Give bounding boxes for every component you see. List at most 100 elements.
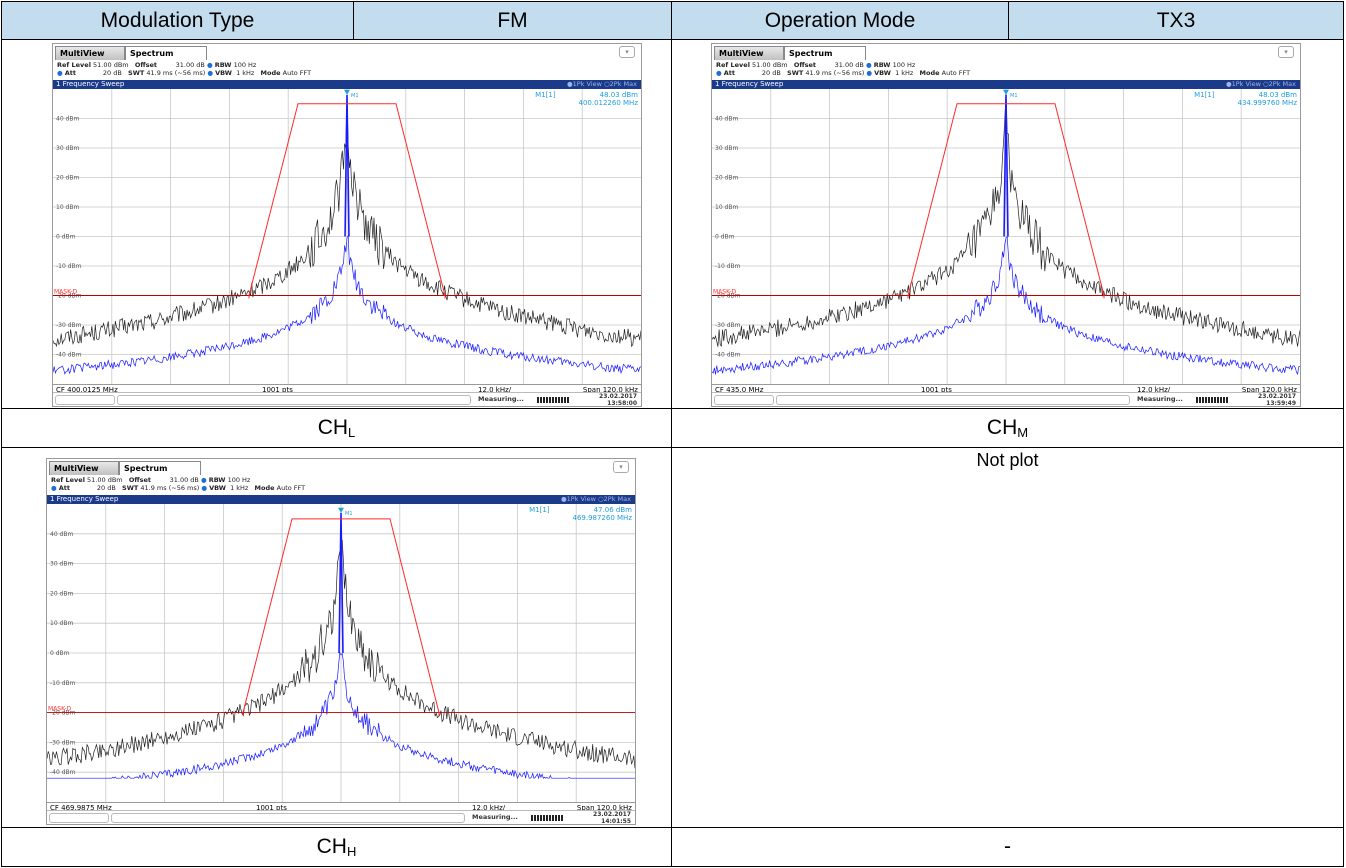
swt-label: SWT: [787, 69, 804, 77]
analyzer-screenshot: MultiView Spectrum ▾ Ref Level 51.00 dBm…: [52, 43, 642, 407]
mode-label: Mode: [254, 484, 275, 492]
progress-indicator: [531, 815, 563, 821]
tab-multiview[interactable]: MultiView: [55, 46, 125, 60]
measuring-text: Measuring...: [1137, 395, 1183, 403]
trace-pk-max: [52, 234, 642, 375]
date: 23.02.2017: [593, 811, 631, 818]
sweep-title-bar: 1 Frequency Sweep ●1Pk View ○2Pk Max: [712, 80, 1300, 89]
y-tick-label: -20 dBm: [715, 293, 741, 300]
time: 13:59:49: [1266, 400, 1296, 407]
y-tick-label: 30 dBm: [715, 145, 738, 152]
mode-label: Mode: [919, 69, 940, 77]
timestamp: 23.02.2017 13:58:00: [599, 393, 637, 407]
analyzer-screenshot: MultiView Spectrum ▾ Ref Level 51.00 dBm…: [46, 458, 636, 825]
y-tick-label: -30 dBm: [715, 322, 741, 329]
sweep-title: 1 Frequency Sweep: [50, 495, 119, 503]
modulation-type-value: FM: [353, 1, 672, 40]
att-label: Att: [723, 69, 735, 77]
mask-label: MASK-D: [54, 289, 78, 296]
status-field-wide: [117, 395, 471, 405]
swt-label: SWT: [122, 484, 139, 492]
caption-main: CH: [986, 416, 1018, 439]
caption-ch-h: CH H: [1, 827, 672, 867]
points-count: 1001 pts: [921, 386, 952, 394]
y-tick-label: 0 dBm: [56, 234, 76, 241]
offset-value: 31.00 dB: [175, 61, 205, 69]
swt-value: 41.9 ms (~56 ms): [146, 69, 206, 77]
operation-mode-label: Operation Mode: [671, 1, 1009, 40]
y-tick-label: -40 dBm: [50, 769, 76, 776]
not-plot-cell: Not plot: [671, 447, 1344, 828]
caption-main: CH: [317, 416, 349, 439]
time: 14:01:55: [601, 818, 631, 825]
y-tick-label: 0 dBm: [50, 650, 70, 657]
marker-level: 48.03 dBm: [1259, 91, 1298, 99]
mask-label: MASK-D: [48, 706, 72, 713]
vbw-value: 1 kHz: [230, 484, 249, 492]
y-tick-label: -10 dBm: [56, 263, 82, 270]
offset-value: 31.00 dB: [169, 476, 199, 484]
tab-multiview[interactable]: MultiView: [714, 46, 784, 60]
tab-spectrum[interactable]: Spectrum: [784, 46, 866, 60]
progress-indicator: [537, 397, 569, 403]
att-value: 20 dB: [102, 69, 122, 77]
status-field-wide: [776, 395, 1130, 405]
trace-pk-max: [711, 235, 1301, 375]
ref-level-label: Ref Level: [57, 61, 91, 69]
vbw-label: VBW: [215, 69, 232, 77]
division-width: 12.0 kHz/: [1137, 386, 1171, 394]
progress-indicator: [1196, 397, 1228, 403]
ref-level-label: Ref Level: [716, 61, 750, 69]
caption-main: CH: [316, 835, 347, 858]
y-tick-label: 30 dBm: [50, 561, 73, 568]
mode-value: Auto FFT: [276, 484, 306, 492]
rbw-label: RBW: [873, 61, 891, 69]
mode-value: Auto FFT: [941, 69, 971, 77]
y-tick-label: 20 dBm: [56, 175, 79, 182]
carrier-peak: [344, 94, 350, 237]
timestamp: 23.02.2017 13:59:49: [1258, 393, 1296, 407]
spectrum-plot-svg: 40 dBm 30 dBm 20 dBm 10 dBm 0 dBm -10 dBm -20 …: [46, 504, 636, 802]
tab-spectrum[interactable]: Spectrum: [125, 46, 207, 60]
time: 13:58:00: [607, 400, 637, 407]
marker-tag: M1: [1010, 93, 1018, 99]
y-tick-label: -20 dBm: [50, 710, 76, 717]
offset-label: Offset: [134, 61, 157, 69]
mask-label: MASK-D: [713, 289, 737, 296]
y-tick-label: 10 dBm: [50, 620, 73, 627]
y-tick-label: 0 dBm: [715, 234, 735, 241]
sweep-title: 1 Frequency Sweep: [56, 80, 125, 88]
status-bar: Measuring... 23.02.2017 13:58:00: [53, 392, 641, 407]
marker-tag: M1: [345, 511, 353, 517]
modulation-type-label: Modulation Type: [1, 1, 354, 40]
tab-multiview[interactable]: MultiView: [49, 461, 119, 475]
swt-label: SWT: [128, 69, 145, 77]
offset-label: Offset: [128, 476, 151, 484]
chevron-down-icon[interactable]: ▾: [613, 461, 629, 473]
spectrum-plot-svg: 40 dBm 30 dBm 20 dBm 10 dBm 0 dBm -10 dBm -20 …: [52, 89, 642, 384]
axis-info-row: CF 435.0 MHz 1001 pts 12.0 kHz/ Span 120…: [712, 384, 1300, 394]
limit-line: [907, 103, 1105, 299]
date: 23.02.2017: [599, 393, 637, 400]
att-value: 20 dB: [96, 484, 116, 492]
att-value: 20 dB: [761, 69, 781, 77]
marker-m1: [338, 507, 344, 513]
chevron-down-icon[interactable]: ▾: [619, 46, 635, 58]
y-tick-label: 10 dBm: [56, 204, 79, 211]
tab-bar: MultiView Spectrum ▾: [712, 44, 1300, 60]
y-tick-label: -30 dBm: [56, 322, 82, 329]
chevron-down-icon[interactable]: ▾: [1278, 46, 1294, 58]
spectrum-graph: 40 dBm 30 dBm 20 dBm 10 dBm 0 dBm -10 dBm -20 …: [711, 89, 1301, 384]
info-row-2: ● Att 20 dB SWT 41.9 ms (~56 ms) ● VBW 1…: [51, 484, 306, 492]
info-row-2: ● Att 20 dB SWT 41.9 ms (~56 ms) ● VBW 1…: [716, 69, 971, 77]
swt-value: 41.9 ms (~56 ms): [805, 69, 865, 77]
marker-frequency: 469.987260 MHz: [572, 514, 632, 522]
marker-m1: [1003, 89, 1009, 95]
tab-spectrum[interactable]: Spectrum: [119, 461, 201, 475]
rbw-value: 100 Hz: [233, 61, 257, 69]
status-bar: Measuring... 23.02.2017 13:59:49: [712, 392, 1300, 407]
att-label: Att: [58, 484, 70, 492]
points-count: 1001 pts: [256, 804, 287, 812]
info-row-2: ● Att 20 dB SWT 41.9 ms (~56 ms) ● VBW 1…: [57, 69, 312, 77]
vbw-label: VBW: [209, 484, 226, 492]
